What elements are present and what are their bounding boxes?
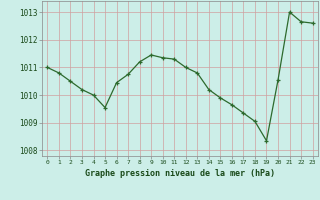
X-axis label: Graphe pression niveau de la mer (hPa): Graphe pression niveau de la mer (hPa) xyxy=(85,169,275,178)
